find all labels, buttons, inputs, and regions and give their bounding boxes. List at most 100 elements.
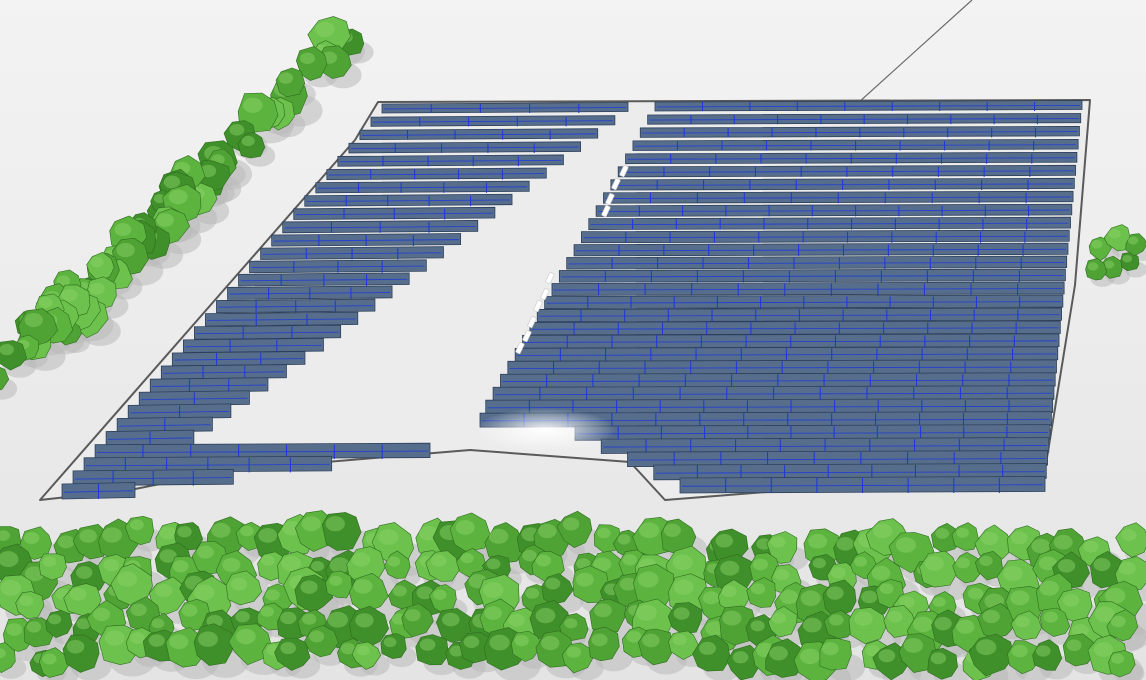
- tree-highlight: [229, 124, 245, 136]
- tree: [45, 609, 73, 639]
- tree: [572, 565, 610, 604]
- panel-row-wire: [97, 450, 429, 454]
- tree: [1125, 233, 1146, 257]
- tree-crown: [1115, 522, 1146, 558]
- tree: [1115, 522, 1146, 558]
- panel-row-wire: [152, 384, 266, 387]
- tree: [1007, 640, 1041, 675]
- tree-highlight: [242, 97, 263, 113]
- inverter-unit: [611, 178, 621, 191]
- tree-highlight: [639, 522, 660, 539]
- left-block-row: [249, 259, 427, 274]
- tree-highlight: [222, 557, 241, 572]
- tree-crown: [1125, 233, 1146, 257]
- tree-highlight: [800, 590, 821, 606]
- tree-highlight: [1091, 239, 1103, 249]
- panel-row-wire: [568, 261, 1065, 265]
- tree-highlight: [637, 571, 659, 588]
- tree-highlight: [89, 282, 105, 295]
- tree: [898, 633, 938, 673]
- tree-highlight: [280, 641, 296, 655]
- right-block-row: [507, 359, 1057, 375]
- panel-row-surface: [653, 463, 1047, 481]
- tree-highlight: [976, 639, 997, 656]
- tree-highlight: [483, 582, 504, 598]
- tree-highlight: [79, 529, 97, 543]
- tree-crown: [348, 572, 389, 613]
- tree: [927, 647, 958, 680]
- tree-highlight: [564, 618, 578, 629]
- right-block-row: [639, 126, 1080, 138]
- tree-crown: [45, 609, 73, 639]
- tree-highlight: [930, 652, 947, 665]
- tree: [0, 340, 27, 371]
- inverter-unit: [540, 288, 550, 301]
- tree-highlight: [854, 611, 873, 626]
- tree-highlight: [705, 621, 725, 636]
- inverter-unit: [522, 330, 532, 343]
- tree-highlight: [419, 638, 436, 651]
- tree-crown: [449, 512, 492, 552]
- tree-crown: [968, 633, 1014, 677]
- tree-highlight: [1031, 538, 1051, 554]
- tree: [951, 522, 979, 551]
- tree-highlight: [774, 568, 790, 581]
- tree-highlight: [1111, 653, 1125, 664]
- tree: [193, 623, 233, 666]
- tree-crown: [668, 630, 699, 660]
- tree-highlight: [808, 533, 828, 549]
- panel-row-wire: [629, 458, 1046, 461]
- left-block-row: [326, 167, 547, 180]
- right-block-row: [551, 281, 1065, 296]
- right-block-row: [653, 463, 1047, 481]
- right-block-row: [485, 398, 1054, 415]
- right-block-row: [603, 190, 1074, 204]
- panel-row-wire: [163, 371, 285, 374]
- tree-highlight: [463, 635, 480, 649]
- panel-row-wire: [598, 209, 1070, 213]
- tree: [38, 647, 70, 678]
- tree-highlight: [836, 536, 854, 551]
- tree-highlight: [1083, 540, 1099, 553]
- tree-highlight: [302, 613, 317, 625]
- tree-highlight: [235, 628, 256, 645]
- tree-crown: [719, 605, 757, 646]
- tree-highlight: [702, 591, 720, 605]
- tree-crown: [1032, 639, 1063, 671]
- left-block-row: [61, 482, 136, 500]
- panel-row-wire: [655, 471, 1045, 474]
- tree: [349, 605, 389, 648]
- left-block-row: [348, 141, 581, 154]
- panel-row-wire: [174, 358, 303, 361]
- tree-highlight: [750, 583, 766, 595]
- inverter-unit: [533, 300, 543, 313]
- tree-highlight: [76, 566, 93, 579]
- tree: [726, 644, 762, 680]
- tree-highlight: [102, 527, 122, 543]
- tree-highlight: [240, 525, 254, 537]
- tree-highlight: [622, 554, 637, 566]
- inverter-unit: [601, 205, 611, 218]
- tree: [883, 604, 916, 638]
- inverter-unit: [515, 342, 525, 355]
- tree-highlight: [1010, 531, 1028, 545]
- tree-highlight: [300, 580, 318, 594]
- tree-highlight: [508, 613, 525, 627]
- tree: [15, 591, 45, 620]
- panel-row-surface: [588, 216, 1071, 230]
- tree-crown: [384, 550, 411, 579]
- tree-highlight: [340, 642, 356, 655]
- tree-crown: [637, 628, 674, 666]
- tree-highlight: [211, 522, 231, 538]
- panel-row-surface: [566, 255, 1068, 270]
- tree-highlight: [181, 604, 198, 617]
- tree-highlight: [593, 557, 612, 572]
- tree: [428, 584, 457, 613]
- tree-highlight: [1053, 534, 1073, 550]
- tree: [919, 550, 959, 588]
- tree-highlight: [535, 554, 552, 567]
- tree-crown: [952, 551, 983, 584]
- tree-highlight: [280, 611, 297, 625]
- tree-highlight: [1110, 615, 1126, 628]
- tree-highlight: [800, 648, 820, 665]
